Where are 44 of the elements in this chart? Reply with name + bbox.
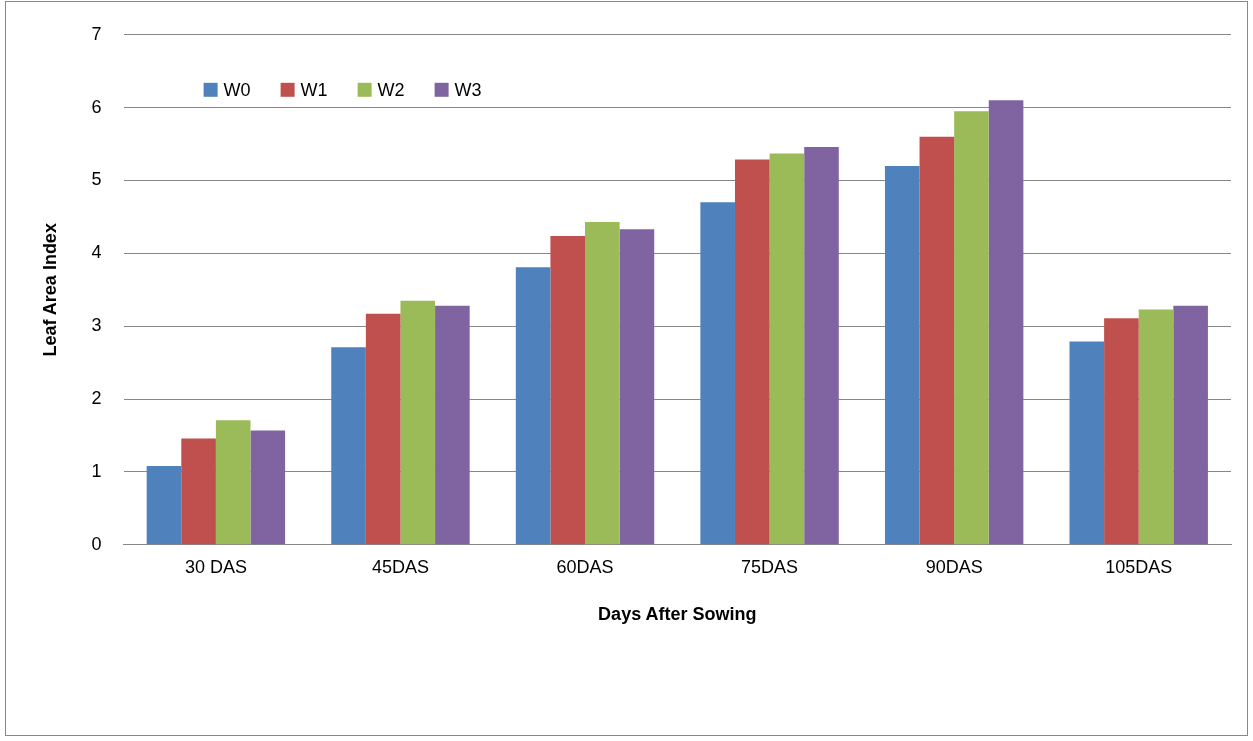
bar: [181, 438, 216, 545]
bar: [250, 430, 286, 545]
y-tick-label: 0: [91, 533, 102, 554]
x-tick-label: 60DAS: [556, 556, 614, 577]
y-tick-label: 7: [91, 23, 102, 44]
x-tick-label: 75DAS: [741, 556, 799, 577]
bar: [1138, 309, 1174, 545]
bar: [331, 347, 366, 545]
bar: [919, 136, 955, 545]
bar: [619, 229, 655, 545]
bar: [585, 222, 620, 545]
y-axis-title: Leaf Area Index: [39, 223, 60, 357]
bar: [884, 165, 920, 545]
legend-label: W2: [377, 79, 405, 100]
legend-label: W0: [223, 79, 251, 100]
y-tick-label: 3: [91, 315, 102, 336]
bar: [804, 147, 839, 545]
bar: [146, 466, 182, 545]
bar: [1069, 341, 1105, 545]
x-tick-label: 90DAS: [925, 556, 983, 577]
legend-label: W3: [454, 79, 482, 100]
bar: [215, 420, 251, 545]
bar: [954, 111, 989, 545]
y-tick-label: 6: [91, 96, 102, 117]
bar: [988, 100, 1024, 545]
bar: [435, 305, 470, 545]
bar: [769, 153, 805, 545]
x-tick-label: 45DAS: [371, 556, 429, 577]
x-tick-label: 30 DAS: [184, 556, 247, 577]
legend-label: W1: [300, 79, 328, 100]
bar: [550, 235, 586, 545]
bar: [515, 267, 551, 545]
bar: [1104, 318, 1139, 545]
y-tick-label: 5: [91, 169, 102, 190]
x-tick-label: 105DAS: [1105, 556, 1173, 577]
bar: [365, 313, 401, 545]
bar: [400, 300, 436, 545]
bar: [734, 159, 770, 545]
x-axis-title: Days After Sowing: [598, 604, 757, 625]
bar: [700, 202, 735, 545]
y-tick-label: 1: [91, 460, 102, 481]
y-tick-label: 4: [91, 242, 102, 263]
bar: [1173, 305, 1208, 545]
y-tick-label: 2: [91, 388, 102, 409]
